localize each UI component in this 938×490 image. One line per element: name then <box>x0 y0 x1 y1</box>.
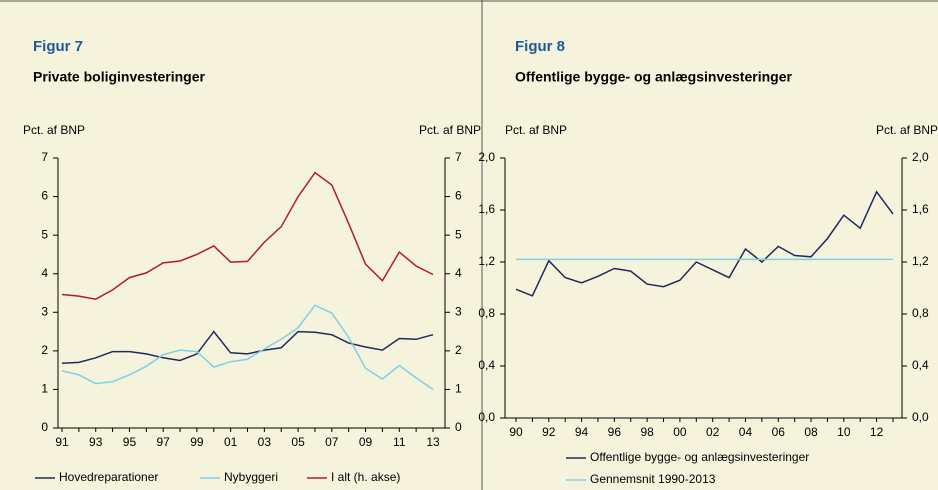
x-tick-label: 99 <box>190 435 204 449</box>
tick-label: 6 <box>41 189 48 203</box>
tick-label: 1,6 <box>478 202 495 216</box>
tick-label: 5 <box>41 227 48 241</box>
tick-label: 6 <box>455 189 462 203</box>
series-line <box>61 304 434 391</box>
y-axis-label: Pct. af BNP <box>505 123 567 137</box>
chart-subtitle: Private boliginvesteringer <box>33 69 205 85</box>
tick-label: 1,6 <box>912 202 929 216</box>
tick-label: 0,4 <box>912 358 929 372</box>
x-tick-label: 06 <box>772 425 786 439</box>
tick-label: 2,0 <box>912 150 929 164</box>
tick-label: 0,0 <box>912 410 929 424</box>
x-tick-label: 10 <box>837 425 851 439</box>
tick-label: 0,0 <box>478 410 495 424</box>
legend-label: Offentlige bygge- og anlægsinvesteringer <box>590 450 809 464</box>
tick-label: 0,8 <box>478 306 495 320</box>
x-tick-label: 96 <box>608 425 622 439</box>
x-tick-label: 91 <box>55 435 69 449</box>
x-tick-label: 12 <box>870 425 884 439</box>
tick-label: 0,4 <box>478 358 495 372</box>
chart-subtitle: Offentlige bygge- og anlægsinvesteringer <box>515 69 792 85</box>
x-tick-label: 90 <box>509 425 523 439</box>
tick-label: 3 <box>41 304 48 318</box>
x-tick-label: 95 <box>123 435 137 449</box>
x-tick-label: 97 <box>157 435 171 449</box>
tick-label: 7 <box>455 150 462 164</box>
x-tick-label: 00 <box>673 425 687 439</box>
chart-title: Figur 7 <box>33 38 83 55</box>
y2-axis-label: Pct. af BNP <box>876 123 938 137</box>
y-axis-label: Pct. af BNP <box>23 123 85 137</box>
tick-label: 0,8 <box>912 306 929 320</box>
tick-label: 4 <box>41 266 48 280</box>
x-tick-label: 93 <box>89 435 103 449</box>
tick-label: 2 <box>455 343 462 357</box>
tick-label: 1 <box>455 382 462 396</box>
series-line <box>61 171 434 300</box>
legend-label: Hovedreparationer <box>59 470 158 484</box>
x-tick-label: 05 <box>291 435 305 449</box>
x-tick-label: 07 <box>325 435 339 449</box>
series-line <box>61 330 434 364</box>
y2-axis-label: Pct. af BNP <box>419 123 481 137</box>
tick-label: 1 <box>41 382 48 396</box>
tick-label: 5 <box>455 227 462 241</box>
x-tick-label: 08 <box>804 425 818 439</box>
tick-label: 2 <box>41 343 48 357</box>
x-tick-label: 98 <box>640 425 654 439</box>
tick-label: 0 <box>455 420 462 434</box>
legend-label: Nybyggeri <box>224 470 278 484</box>
tick-label: 1,2 <box>478 254 495 268</box>
x-tick-label: 01 <box>224 435 238 449</box>
legend-label: Gennemsnit 1990-2013 <box>590 472 716 486</box>
x-tick-label: 13 <box>426 435 440 449</box>
legend-label: I alt (h. akse) <box>331 470 400 484</box>
tick-label: 1,2 <box>912 254 929 268</box>
x-tick-label: 09 <box>359 435 373 449</box>
chart-title: Figur 8 <box>515 38 565 55</box>
tick-label: 2,0 <box>478 150 495 164</box>
x-tick-label: 02 <box>706 425 720 439</box>
tick-label: 0 <box>41 420 48 434</box>
x-tick-label: 92 <box>542 425 556 439</box>
series-line <box>515 190 894 297</box>
x-tick-label: 11 <box>393 435 406 449</box>
x-tick-label: 03 <box>258 435 272 449</box>
x-tick-label: 94 <box>575 425 589 439</box>
tick-label: 4 <box>455 266 462 280</box>
x-tick-label: 04 <box>739 425 753 439</box>
tick-label: 3 <box>455 304 462 318</box>
tick-label: 7 <box>41 150 48 164</box>
